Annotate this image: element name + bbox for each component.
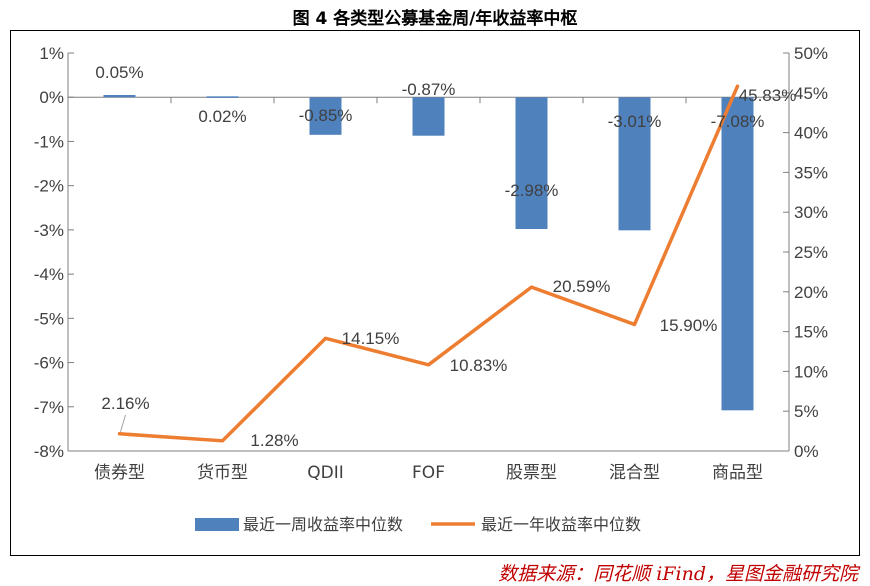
- left-axis-tick-label: -3%: [34, 221, 64, 240]
- line-data-label: 2.16%: [101, 394, 149, 413]
- right-axis-tick-label: 0%: [794, 442, 819, 461]
- left-axis-tick-label: -7%: [34, 398, 64, 417]
- legend-swatch-bar: [195, 518, 239, 531]
- bar-data-label: -7.08%: [711, 112, 765, 131]
- category-label: FOF: [412, 463, 445, 483]
- axes: 1% 0% -1% -2% -3% -4% -5% -6% -7% -8% 50% 45% 40% 35%…: [34, 44, 828, 483]
- combo-chart: 1% 0% -1% -2% -3% -4% -5% -6% -7% -8% 50% 45% 40% 35%…: [34, 44, 828, 534]
- line-data-label: 14.15%: [342, 329, 400, 348]
- bar-data-label: 0.02%: [198, 107, 246, 126]
- bar-series: [103, 95, 754, 411]
- line-data-label: 45.83%: [739, 86, 797, 105]
- left-axis-tick-label: -1%: [34, 132, 64, 151]
- line-data-label: 20.59%: [553, 277, 611, 296]
- line-data-label: 15.90%: [660, 316, 718, 335]
- bar: [515, 97, 548, 230]
- left-axis-tick-label: 0%: [39, 88, 64, 107]
- data-label-leader: [120, 414, 126, 432]
- line-data-label: 1.28%: [250, 431, 298, 450]
- legend-label-annual: 最近一年收益率中位数: [481, 515, 641, 534]
- line-data-label: 10.83%: [450, 356, 508, 375]
- line-path: [117, 84, 740, 443]
- category-label: 商品型: [712, 463, 763, 483]
- legend: 最近一周收益率中位数 最近一年收益率中位数: [195, 515, 641, 534]
- category-label: 混合型: [609, 463, 660, 483]
- left-axis-tick-label: -5%: [34, 309, 64, 328]
- line-series: [117, 84, 740, 443]
- bar: [206, 96, 239, 98]
- left-axis-tick-label: 1%: [39, 44, 64, 63]
- bar: [721, 97, 754, 411]
- right-axis-tick-label: 25%: [794, 243, 828, 262]
- category-label: 股票型: [506, 463, 557, 483]
- category-label: 债券型: [94, 463, 145, 483]
- right-axis-tick-label: 10%: [794, 362, 828, 381]
- bar: [103, 95, 136, 98]
- right-axis-tick-label: 35%: [794, 163, 828, 182]
- bar-data-label: -2.98%: [505, 181, 559, 200]
- left-axis-tick-label: -4%: [34, 265, 64, 284]
- legend-label-weekly: 最近一周收益率中位数: [243, 515, 403, 534]
- right-axis-tick-label: 5%: [794, 402, 819, 421]
- data-source-note: 数据来源：同花顺 iFind，星图金融研究院: [498, 563, 858, 585]
- bar: [618, 97, 651, 231]
- data-labels: 0.05% 0.02% -0.85% -0.87% -2.98% -3.01% -7.08%…: [95, 63, 796, 450]
- bar: [309, 97, 342, 135]
- bar: [412, 97, 445, 136]
- right-axis-tick-label: 20%: [794, 283, 828, 302]
- right-axis-tick-label: 45%: [794, 84, 828, 103]
- right-axis-tick-label: 30%: [794, 203, 828, 222]
- bar-data-label: -0.87%: [402, 80, 456, 99]
- left-axis-tick-label: -2%: [34, 177, 64, 196]
- right-axis-tick-label: 15%: [794, 323, 828, 342]
- right-axis-tick-label: 50%: [794, 44, 828, 63]
- chart-title: 图 4 各类型公募基金周/年收益率中枢: [292, 9, 578, 29]
- category-label: 货币型: [197, 463, 248, 483]
- chart-frame: 1% 0% -1% -2% -3% -4% -5% -6% -7% -8% 50% 45% 40% 35%…: [10, 30, 860, 556]
- left-axis-tick-label: -6%: [34, 354, 64, 373]
- bar-data-label: -3.01%: [608, 112, 662, 131]
- bar-data-label: -0.85%: [299, 106, 353, 125]
- category-label: QDII: [307, 463, 344, 483]
- left-axis-tick-label: -8%: [34, 442, 64, 461]
- bar-data-label: 0.05%: [95, 63, 143, 82]
- right-axis-tick-label: 40%: [794, 124, 828, 143]
